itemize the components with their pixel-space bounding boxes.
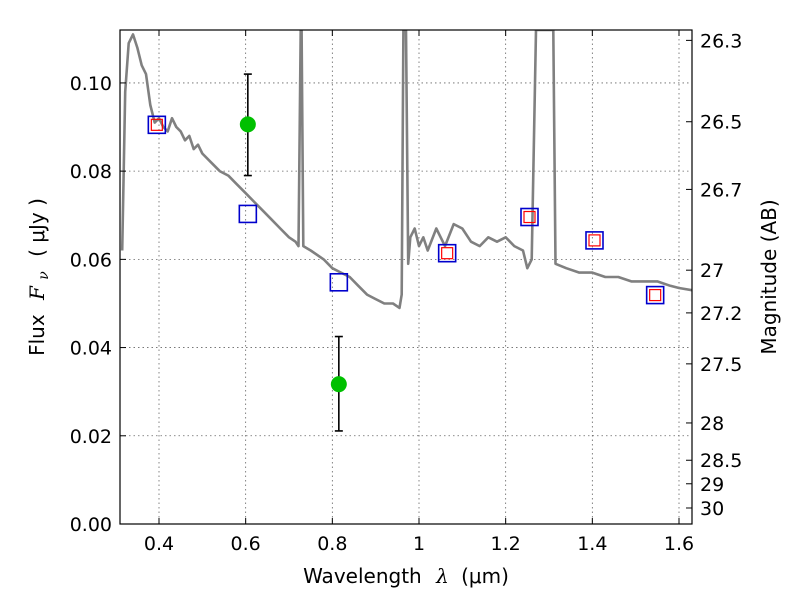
magnitude-tick-label: 30 [700, 498, 724, 520]
plot-frame [119, 29, 693, 525]
magnitude-tick-label: 29 [700, 474, 724, 496]
model-photometry-box [437, 243, 457, 263]
observed-photometry-box [649, 288, 662, 302]
model-photometry-box [147, 115, 167, 135]
y-tick-label: 0.00 [70, 514, 112, 536]
model-photometry-box [585, 231, 604, 250]
x-tick-label: 0.8 [317, 533, 347, 555]
ticks: 0.4 0.6 0.8 1 1.2 1.4 1.6 0.00 0.02 0.04 0.06 0.08 0… [70, 30, 742, 555]
magnitude-axis-title: Magnitude (AB) [757, 199, 781, 354]
y-axis-title: Flux F ν ( μJy ) [25, 198, 53, 356]
y-tick-label: 0.04 [70, 338, 112, 360]
magnitude-tick-label: 28.5 [700, 450, 742, 472]
sed-curve-layer [120, 30, 692, 310]
magnitude-tick-label: 27.5 [700, 354, 742, 376]
x-tick-label: 1.4 [577, 533, 607, 555]
magnitude-tick-label: 28 [700, 413, 724, 435]
y-tick-label: 0.02 [70, 426, 112, 448]
magnitude-tick-label: 27 [700, 260, 724, 282]
sed-curve [120, 30, 692, 310]
magnitude-tick-label: 27.2 [700, 303, 742, 325]
magnitude-tick-label: 26.5 [700, 112, 742, 134]
x-tick-label: 0.4 [144, 533, 174, 555]
measured-point [239, 116, 256, 133]
x-tick-label: 1.2 [491, 533, 521, 555]
marker-layer [147, 73, 665, 432]
grid [120, 30, 692, 524]
measured-point [330, 376, 347, 393]
observed-photometry-box [588, 234, 601, 247]
model-photometry-box [329, 272, 349, 292]
model-photometry-box [645, 285, 665, 305]
model-photometry-box [520, 207, 539, 227]
x-tick-label: 1.6 [664, 533, 694, 555]
y-tick-label: 0.10 [70, 73, 112, 95]
magnitude-tick-label: 26.3 [700, 30, 742, 52]
observed-photometry-box [150, 118, 163, 131]
y-tick-label: 0.06 [70, 249, 112, 271]
y-tick-label: 0.08 [70, 161, 112, 183]
magnitude-tick-label: 26.7 [700, 179, 742, 201]
x-tick-label: 1 [413, 533, 425, 555]
model-photometry-box [238, 204, 258, 224]
x-tick-label: 0.6 [231, 533, 261, 555]
observed-photometry-box [441, 247, 454, 260]
x-axis-title: Wavelength λ (μm) [303, 564, 509, 588]
observed-photometry-box [523, 210, 536, 224]
